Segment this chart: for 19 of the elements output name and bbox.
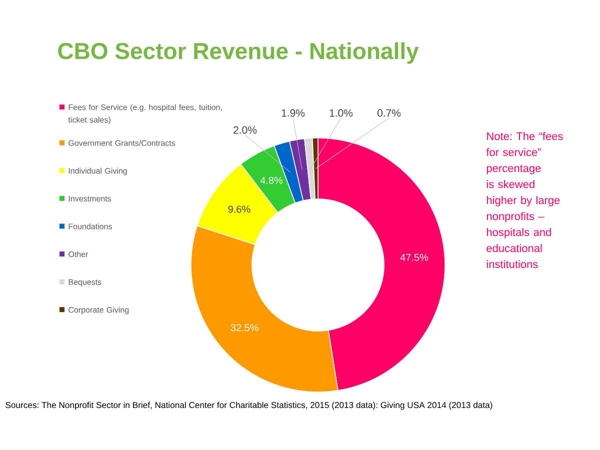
legend-label: Bequests	[68, 279, 102, 286]
data-label: 2.0%	[234, 126, 257, 134]
legend-label: Corporate Giving	[68, 306, 129, 314]
data-label: 1.0%	[330, 109, 353, 117]
legend-label: Other	[68, 251, 88, 258]
chart-title: CBO Sector Revenue - Nationally	[58, 42, 419, 64]
legend-label: Fees for Service (e.g. hospital fees, tuition, ticket sales)	[68, 104, 222, 124]
data-label: 4.8%	[260, 176, 283, 184]
legend-label: Investments	[68, 196, 112, 202]
source-note: Sources: The Nonprofit Sector in Brief, National Center for Charitable Statistics, 2015 (2013 data): Giving USA 2014 (2013 data)	[6, 402, 492, 410]
data-label: 0.7%	[377, 109, 401, 117]
legend-label: Government Grants/Contracts	[68, 140, 176, 146]
data-label: 1.9%	[282, 109, 305, 117]
legend-label: Individual Giving	[68, 168, 127, 176]
data-label: 32.5%	[230, 324, 258, 332]
data-label: 9.6%	[228, 206, 250, 213]
legend-label: Foundations	[68, 223, 112, 230]
data-label: 47.5%	[400, 254, 428, 261]
text: Note: The “fees for service” percentage is skewed higher by large nonprofits – hospitals and educational institutions	[486, 132, 563, 268]
